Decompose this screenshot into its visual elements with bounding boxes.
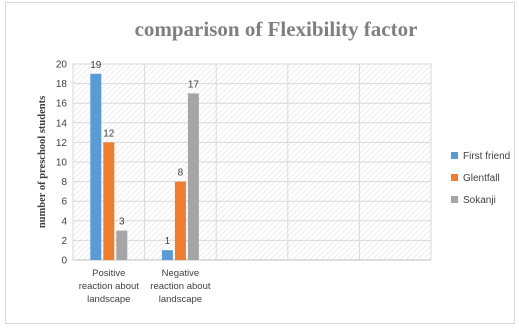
bar [161, 250, 173, 260]
y-axis-label: number of preschool students [37, 96, 48, 228]
data-label: 3 [119, 217, 125, 228]
y-tick-label: 6 [61, 197, 67, 208]
legend-swatch [451, 196, 458, 203]
legend-swatch [451, 174, 458, 181]
x-tick-label-line: landscape [87, 294, 130, 305]
chart: comparison of Flexibility factor 0 2 4 6 8 10… [37, 17, 510, 305]
y-tick-label: 18 [56, 79, 68, 90]
x-tick-label-line: Negative [162, 268, 200, 279]
bar [116, 230, 128, 260]
x-tick-label-line: reaction about [150, 281, 211, 292]
legend-swatch [451, 152, 458, 159]
y-tick-label: 2 [61, 236, 67, 247]
x-tick-label-line: reaction about [79, 281, 140, 292]
x-tick-label: Positive reaction about landscape [79, 268, 140, 305]
legend-label: Glentfall [463, 173, 500, 184]
y-tick-label: 20 [56, 60, 68, 71]
data-label: 19 [90, 60, 102, 71]
data-label: 12 [103, 128, 115, 139]
y-tick-label: 0 [61, 256, 67, 267]
x-tick-label-line: landscape [159, 294, 202, 305]
y-tick-label: 14 [56, 118, 68, 129]
bar [90, 73, 102, 260]
legend-label: First friend [463, 151, 510, 162]
x-tick-label: Negative reaction about landscape [150, 268, 211, 305]
data-label: 8 [178, 168, 184, 179]
legend-label: Sokanji [463, 195, 496, 206]
chart-title: comparison of Flexibility factor [135, 17, 418, 41]
data-label: 17 [188, 79, 200, 90]
chart-frame: comparison of Flexibility factor 0 2 4 6 8 10… [5, 2, 515, 324]
x-tick-label-line: Positive [92, 268, 125, 279]
y-tick-label: 4 [61, 216, 67, 227]
data-label: 1 [165, 236, 171, 247]
bar [174, 181, 186, 260]
bar [103, 142, 115, 260]
y-tick-label: 12 [56, 138, 68, 149]
y-tick-label: 16 [56, 99, 68, 110]
y-tick-label: 8 [61, 177, 67, 188]
bar [187, 93, 199, 261]
y-tick-label: 10 [56, 158, 68, 169]
